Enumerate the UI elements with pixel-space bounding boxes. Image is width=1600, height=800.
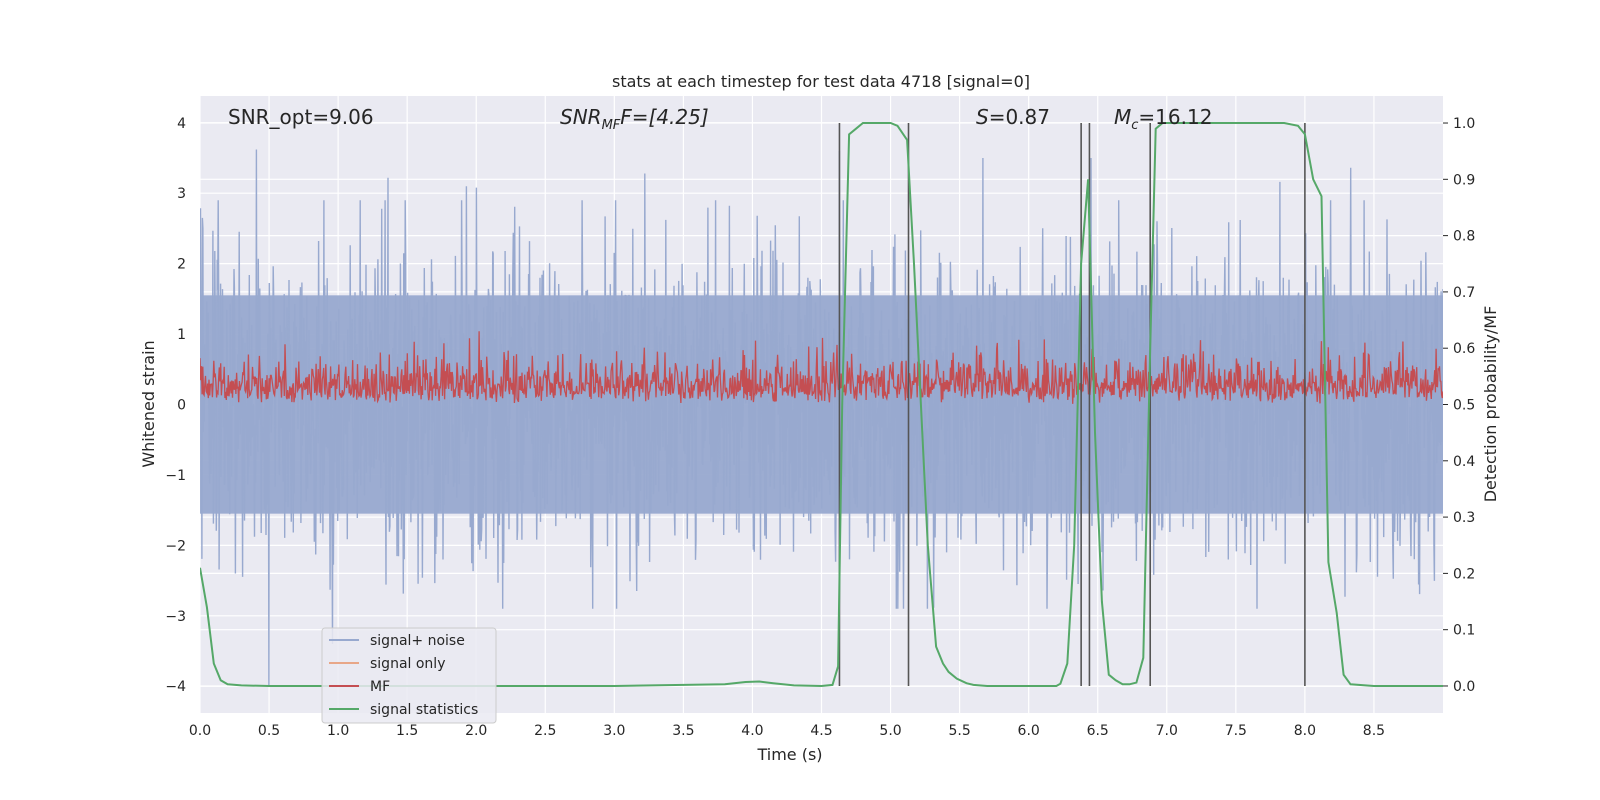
y2-tick-label: 1.0 bbox=[1453, 116, 1475, 132]
chart-title: stats at each timestep for test data 471… bbox=[612, 72, 1030, 91]
y-axis-label: Whitened strain bbox=[139, 340, 158, 467]
legend-label-signal-noise: signal+ noise bbox=[370, 633, 465, 649]
annotation-s-symbol: S bbox=[976, 105, 989, 129]
x-tick-labels: 0.0 0.5 1.0 1.5 2.0 2.5 3.0 3.5 4.0 4.5 5.0 5.5 6.0 6… bbox=[189, 723, 1385, 739]
x-tick-label: 6.5 bbox=[1087, 723, 1109, 739]
mf-line bbox=[200, 331, 1443, 404]
y2-tick-label: 0.0 bbox=[1453, 679, 1475, 695]
x-tick-label: 2.5 bbox=[534, 723, 556, 739]
x-tick-label: 1.5 bbox=[396, 723, 418, 739]
x-tick-label: 2.0 bbox=[465, 723, 487, 739]
x-tick-label: 4.5 bbox=[810, 723, 832, 739]
y-tick-label: −1 bbox=[165, 468, 186, 484]
annotation-s: S=0.87 bbox=[976, 105, 1050, 129]
annotation-snr-mf-rest: F=[4.25] bbox=[620, 105, 708, 129]
x-tick-label: 7.0 bbox=[1156, 723, 1178, 739]
x-tick-label: 8.0 bbox=[1294, 723, 1316, 739]
x-tick-label: 0.0 bbox=[189, 723, 211, 739]
x-tick-label: 7.5 bbox=[1225, 723, 1247, 739]
y2-tick-label: 0.5 bbox=[1453, 398, 1475, 414]
annotation-mc-sub: c bbox=[1131, 118, 1138, 133]
annotation-s-value: =0.87 bbox=[989, 105, 1050, 129]
y2-tick-label: 0.7 bbox=[1453, 285, 1475, 301]
x-tick-label: 1.0 bbox=[327, 723, 349, 739]
legend: signal+ noise signal only MF signal stat… bbox=[321, 627, 497, 724]
noise-line bbox=[200, 149, 1443, 687]
annotation-snr-opt: SNR_opt=9.06 bbox=[228, 105, 374, 129]
annotation-mc: Mc=16.12 bbox=[1114, 105, 1212, 133]
y2-tick-labels: 0.0 0.1 0.2 0.3 0.4 0.5 0.6 0.7 0.8 0.9 1.0 bbox=[1443, 116, 1475, 695]
x-tick-label: 5.0 bbox=[879, 723, 901, 739]
y2-tick-label: 0.8 bbox=[1453, 229, 1475, 245]
y-tick-label: −2 bbox=[165, 538, 186, 554]
y2-tick-label: 0.1 bbox=[1453, 623, 1475, 639]
signal-statistics-series bbox=[200, 122, 1443, 688]
y-tick-label: 1 bbox=[177, 327, 186, 343]
y-tick-label: 3 bbox=[177, 186, 186, 202]
y-tick-labels: −4 −3 −2 −1 0 1 2 3 4 bbox=[165, 116, 186, 695]
x-tick-label: 6.0 bbox=[1018, 723, 1040, 739]
x-tick-label: 0.5 bbox=[258, 723, 280, 739]
y2-tick-label: 0.2 bbox=[1453, 566, 1475, 582]
y-tick-label: 4 bbox=[177, 116, 186, 132]
annotation-mc-main: M bbox=[1114, 105, 1131, 129]
x-tick-label: 8.5 bbox=[1363, 723, 1385, 739]
x-tick-label: 5.5 bbox=[948, 723, 970, 739]
x-tick-label: 4.0 bbox=[741, 723, 763, 739]
signal-statistics-line bbox=[200, 122, 1443, 688]
annotation-snr-mf-main: SNR bbox=[560, 105, 602, 129]
annotation-snr-mf: SNRMFF=[4.25] bbox=[560, 105, 709, 133]
y2-tick-label: 0.4 bbox=[1453, 454, 1475, 470]
y2-axis-label: Detection probability/MF bbox=[1481, 306, 1500, 503]
legend-label-mf: MF bbox=[370, 679, 390, 695]
y2-tick-label: 0.6 bbox=[1453, 341, 1475, 357]
annotation-snr-mf-sub: MF bbox=[602, 118, 621, 133]
signal-noise-series bbox=[200, 149, 1443, 687]
y-tick-label: 2 bbox=[177, 257, 186, 273]
y-tick-label: −3 bbox=[165, 609, 186, 625]
legend-box bbox=[321, 627, 497, 724]
annotation-mc-value: =16.12 bbox=[1138, 105, 1212, 129]
y2-tick-label: 0.3 bbox=[1453, 510, 1475, 526]
mf-series bbox=[200, 331, 1443, 404]
x-tick-label: 3.5 bbox=[672, 723, 694, 739]
y2-tick-label: 0.9 bbox=[1453, 172, 1475, 188]
x-axis-label: Time (s) bbox=[756, 745, 822, 764]
y-tick-label: 0 bbox=[177, 398, 186, 414]
legend-label-signal-only: signal only bbox=[370, 656, 445, 672]
legend-label-signal-statistics: signal statistics bbox=[370, 702, 478, 718]
x-tick-label: 3.0 bbox=[603, 723, 625, 739]
y-tick-label: −4 bbox=[165, 679, 186, 695]
